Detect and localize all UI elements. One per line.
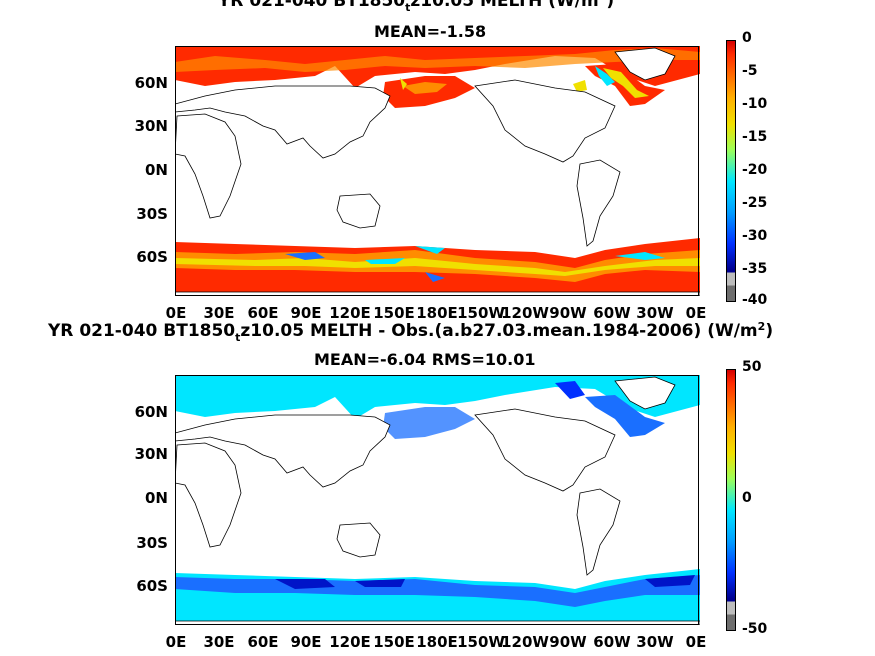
top-lon-label: 180E xyxy=(416,304,458,322)
bottom-lon-label: 150W xyxy=(457,633,505,651)
top-colorbar-label: -25 xyxy=(742,195,768,211)
top-lon-label: 0E xyxy=(165,304,187,322)
top-lat-label: 60S xyxy=(136,248,168,266)
top-colorbar xyxy=(726,40,736,302)
bottom-subtitle: MEAN=-6.04 RMS=10.01 xyxy=(314,350,536,369)
bottom-lat-label: 30S xyxy=(136,534,168,552)
top-lon-label: 60W xyxy=(593,304,631,322)
top-lon-label: 120W xyxy=(501,304,549,322)
top-map-svg xyxy=(175,46,700,296)
bottom-lon-label: 150E xyxy=(373,633,415,651)
bottom-colorbar-label: 50 xyxy=(742,359,762,375)
bottom-lon-label: 30W xyxy=(636,633,674,651)
top-lon-label: 150E xyxy=(373,304,415,322)
top-lat-label: 0N xyxy=(145,161,168,179)
top-lon-label: 0E xyxy=(685,304,707,322)
top-lon-label: 120E xyxy=(329,304,371,322)
top-lat-label: 60N xyxy=(134,74,168,92)
top-lat-label: 30S xyxy=(136,205,168,223)
bottom-lon-label: 0E xyxy=(165,633,187,651)
bottom-map-svg xyxy=(175,375,700,625)
bottom-colorbar-label: -50 xyxy=(742,621,768,637)
top-lon-label: 30W xyxy=(636,304,674,322)
top-lon-label: 150W xyxy=(457,304,505,322)
bottom-lon-label: 0E xyxy=(685,633,707,651)
bottom-lon-label: 90E xyxy=(290,633,322,651)
top-colorbar-label: -35 xyxy=(742,261,768,277)
top-title: YR 021-040 BT1850tz10.05 MELTH (W/m2) xyxy=(218,0,615,14)
top-colorbar-label: 0 xyxy=(742,30,752,46)
top-lon-label: 60E xyxy=(247,304,279,322)
top-colorbar-label: -30 xyxy=(742,228,768,244)
top-colorbar-label: -5 xyxy=(742,63,758,79)
bottom-lon-label: 60W xyxy=(593,633,631,651)
bottom-lon-label: 120W xyxy=(501,633,549,651)
top-lat-label: 30N xyxy=(134,117,168,135)
bottom-map xyxy=(175,375,700,625)
top-lon-label: 30E xyxy=(203,304,235,322)
bottom-lat-label: 0N xyxy=(145,489,168,507)
bottom-lon-label: 120E xyxy=(329,633,371,651)
bottom-colorbar xyxy=(726,369,736,631)
top-map xyxy=(175,46,700,296)
top-subtitle: MEAN=-1.58 xyxy=(374,22,487,41)
top-colorbar-label: -40 xyxy=(742,292,768,308)
bottom-lat-label: 60S xyxy=(136,577,168,595)
top-colorbar-label: -10 xyxy=(742,96,768,112)
bottom-lat-label: 30N xyxy=(134,445,168,463)
bottom-lon-label: 90W xyxy=(549,633,587,651)
bottom-title: YR 021-040 BT1850tz10.05 MELTH - Obs.(a.… xyxy=(48,320,774,344)
bottom-lon-label: 180E xyxy=(416,633,458,651)
bottom-colorbar-label: 0 xyxy=(742,490,752,506)
top-lon-label: 90E xyxy=(290,304,322,322)
top-colorbar-label: -15 xyxy=(742,129,768,145)
top-colorbar-label: -20 xyxy=(742,162,768,178)
bottom-lon-label: 30E xyxy=(203,633,235,651)
bottom-lat-label: 60N xyxy=(134,403,168,421)
bottom-lon-label: 60E xyxy=(247,633,279,651)
top-lon-label: 90W xyxy=(549,304,587,322)
